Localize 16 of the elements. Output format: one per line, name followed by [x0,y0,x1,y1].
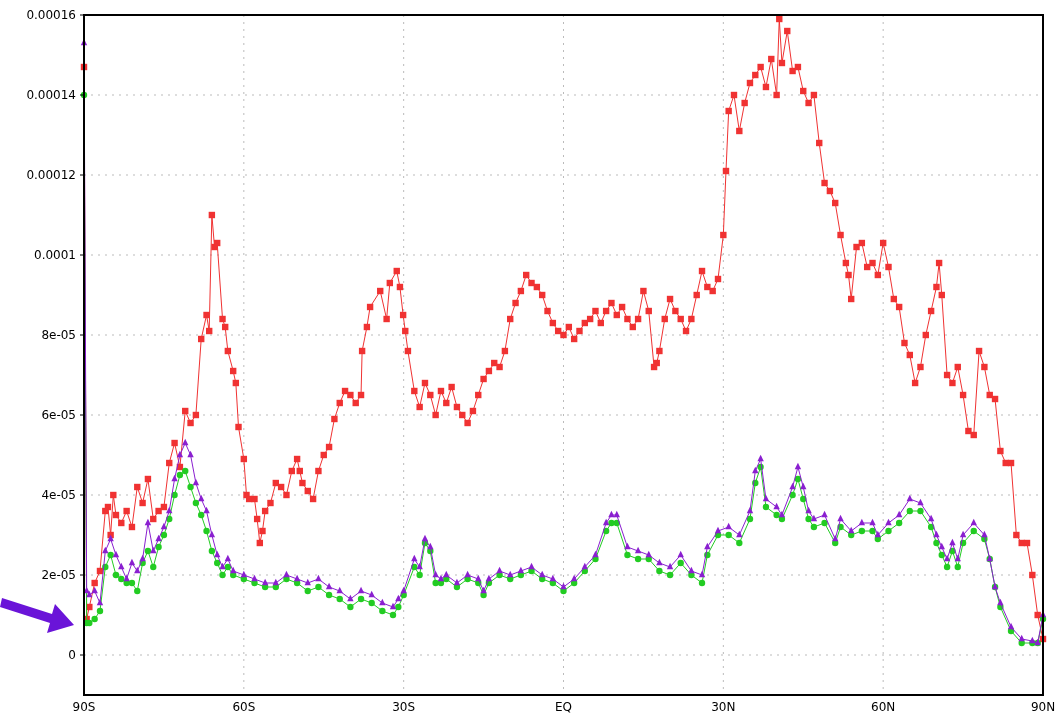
y-tick-label: 8e-05 [41,328,76,342]
y-tick-label: 0 [68,648,76,662]
x-tick-label: 30S [392,700,416,714]
y-tick-label: 0.0001 [34,248,76,262]
y-tick-label: 0.00012 [26,168,76,182]
x-tick-label: 90N [1030,700,1056,714]
x-tick-label: 60S [232,700,256,714]
x-tick-label: 30N [711,700,736,714]
x-tick-label: 60N [871,700,896,714]
x-tick-label: 90S [72,700,96,714]
y-tick-label: 0.00014 [26,88,76,102]
x-tick-label: EQ [554,700,573,714]
y-tick-label: 6e-05 [41,408,76,422]
y-tick-label: 4e-05 [41,488,76,502]
y-tick-label: 2e-05 [41,568,76,582]
y-tick-label: 0.00016 [26,8,76,22]
